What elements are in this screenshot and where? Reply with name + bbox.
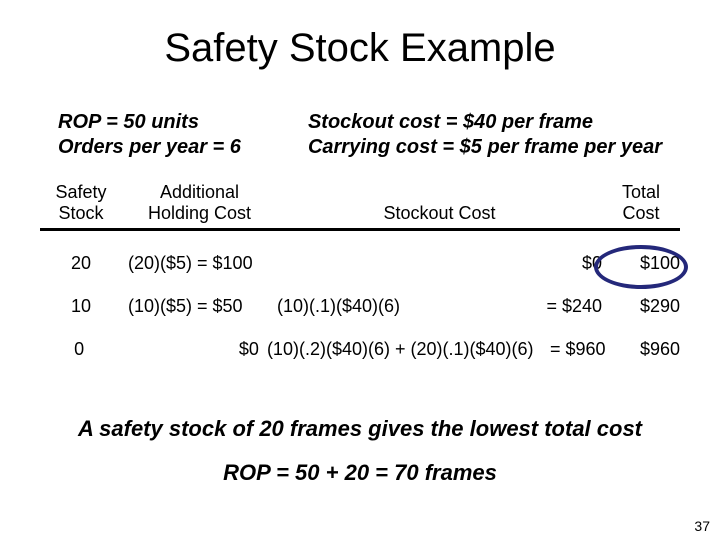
stockout-expression: (10)(.2)($40)(6) + (20)(.1)($40)(6)	[267, 339, 534, 360]
cost-table: Safety Stock Additional Holding Cost Sto…	[40, 182, 680, 360]
parameters-block: ROP = 50 units Orders per year = 6 Stock…	[58, 110, 662, 160]
stockout-value: $0	[530, 253, 602, 274]
stockout-value: = $240	[530, 296, 602, 317]
param-orders: Orders per year = 6	[58, 135, 241, 160]
table-row: 20(20)($5) = $100 $0$100	[40, 253, 680, 274]
header-text: Holding Cost	[122, 203, 277, 224]
cell-stockout-cost: $0	[277, 253, 602, 274]
params-left: ROP = 50 units Orders per year = 6	[58, 110, 241, 160]
table-row: 10(10)($5) = $50(10)(.1)($40)(6)= $240$2…	[40, 296, 680, 317]
table-row: 0$0(10)(.2)($40)(6) + (20)(.1)($40)(6)= …	[40, 339, 680, 360]
table-header: Safety Stock Additional Holding Cost Sto…	[40, 182, 680, 228]
params-right: Stockout cost = $40 per frame Carrying c…	[308, 110, 662, 160]
stockout-expression	[277, 253, 530, 274]
conclusion-text: A safety stock of 20 frames gives the lo…	[0, 416, 720, 442]
cell-holding-cost: (20)($5) = $100	[122, 253, 277, 274]
header-text: Safety	[40, 182, 122, 203]
cell-total-cost: $960	[606, 339, 680, 360]
cell-safety-stock: 20	[40, 253, 122, 274]
cell-safety-stock: 0	[40, 339, 118, 360]
header-total-cost: Total Cost	[602, 182, 680, 224]
cell-stockout-cost: (10)(.1)($40)(6)= $240	[277, 296, 602, 317]
cell-holding-cost: $0	[118, 339, 267, 360]
param-rop: ROP = 50 units	[58, 110, 241, 135]
header-text: Cost	[602, 203, 680, 224]
slide-title: Safety Stock Example	[0, 26, 720, 71]
header-safety-stock: Safety Stock	[40, 182, 122, 224]
cell-stockout-cost: (10)(.2)($40)(6) + (20)(.1)($40)(6)= $96…	[267, 339, 606, 360]
stockout-expression: (10)(.1)($40)(6)	[277, 296, 530, 317]
param-stockout-cost: Stockout cost = $40 per frame	[308, 110, 662, 135]
page-number: 37	[694, 518, 710, 534]
header-holding-cost: Additional Holding Cost	[122, 182, 277, 224]
header-stockout-cost: Stockout Cost	[277, 182, 602, 224]
cell-safety-stock: 10	[40, 296, 122, 317]
highlight-ring	[594, 245, 688, 289]
header-text: Stock	[40, 203, 122, 224]
cell-total-cost: $290	[602, 296, 680, 317]
cell-total-cost: $100	[602, 253, 680, 274]
stockout-value: = $960	[534, 339, 606, 360]
param-carrying-cost: Carrying cost = $5 per frame per year	[308, 135, 662, 160]
header-text: Stockout Cost	[277, 203, 602, 224]
rop-final: ROP = 50 + 20 = 70 frames	[0, 460, 720, 486]
cell-holding-cost: (10)($5) = $50	[122, 296, 277, 317]
header-text: Total	[602, 182, 680, 203]
slide: Safety Stock Example ROP = 50 units Orde…	[0, 0, 720, 540]
header-text: Additional	[122, 182, 277, 203]
header-rule	[40, 228, 680, 231]
